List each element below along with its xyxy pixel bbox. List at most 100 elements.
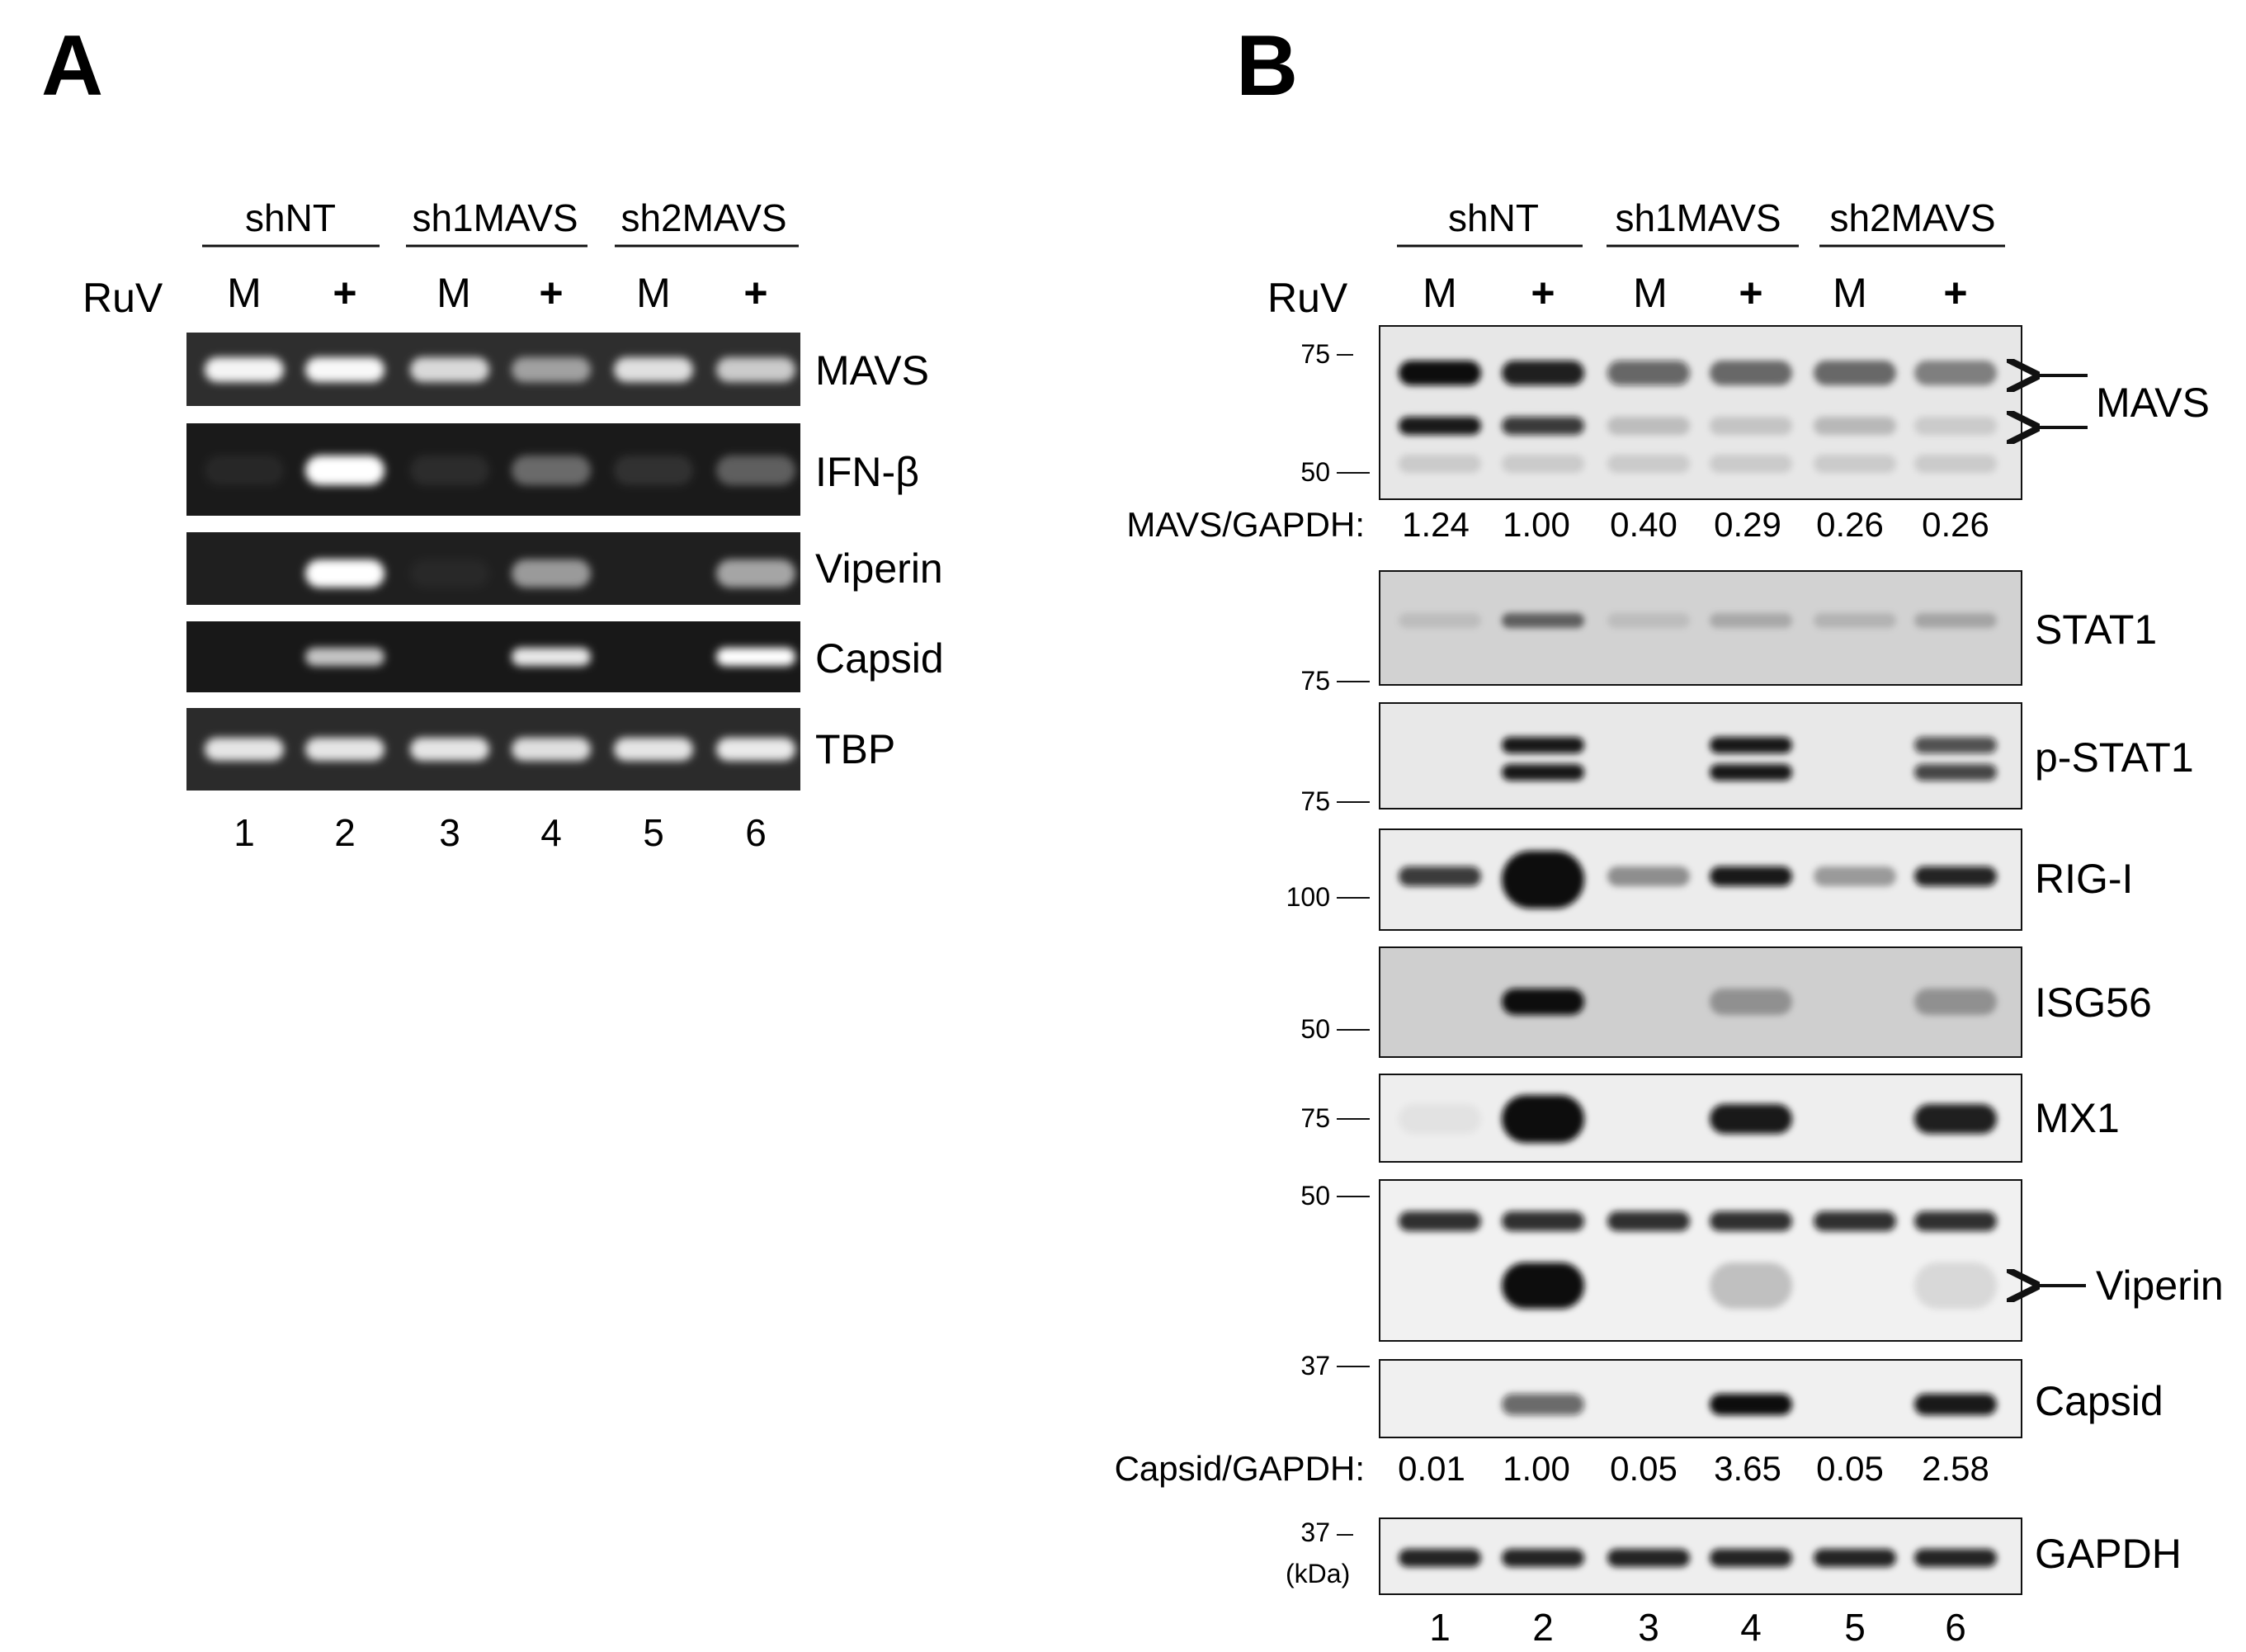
gel-background xyxy=(186,333,800,406)
blot-bands xyxy=(1399,1095,1997,1143)
blot-bands xyxy=(1399,851,1997,909)
blot-stat1: 75 STAT1 xyxy=(1300,570,2157,696)
mavs-quant-value: 0.29 xyxy=(1714,505,1781,544)
blot-band xyxy=(1914,1104,1997,1134)
blot-label-mavs: MAVS xyxy=(2096,380,2210,426)
gel-band xyxy=(305,648,385,666)
panel-a: A shNT sh1MAVS sh2MAVS RuV M + M + M + M… xyxy=(41,18,944,854)
lane-number: 5 xyxy=(643,811,664,854)
blot-band xyxy=(1502,737,1584,753)
lane-number: 6 xyxy=(1945,1606,1966,1649)
blot-band xyxy=(1914,764,1997,781)
blot-bands xyxy=(1399,1211,1997,1309)
capsid-quant-value: 2.58 xyxy=(1922,1449,1989,1488)
panel-a-letter: A xyxy=(41,18,103,114)
group-label-sh2mavs: sh2MAVS xyxy=(620,196,786,239)
gel-band xyxy=(716,455,795,485)
gel-label-tbp: TBP xyxy=(815,726,895,772)
blot-band xyxy=(1502,1549,1584,1567)
blot-band xyxy=(1914,417,1997,435)
capsid-quant-value: 0.01 xyxy=(1398,1449,1465,1488)
blot-band xyxy=(1607,613,1690,628)
mw-marker: 37 xyxy=(1300,1517,1330,1547)
blot-background xyxy=(1379,1179,2022,1342)
gel-band xyxy=(410,357,489,382)
mw-marker: 50 xyxy=(1300,1181,1330,1211)
gel-band xyxy=(716,648,795,666)
blot-capsid: 37 Capsid xyxy=(1300,1351,2163,1438)
gel-band xyxy=(305,559,385,588)
blot-band xyxy=(1399,1211,1481,1231)
capsid-quant-value: 0.05 xyxy=(1816,1449,1884,1488)
mw-marker: 50 xyxy=(1300,1014,1330,1044)
blot-label-capsid: Capsid xyxy=(2035,1378,2163,1424)
blot-band xyxy=(1607,361,1690,385)
blot-label-gapdh: GAPDH xyxy=(2035,1531,2182,1577)
treatment-label: RuV xyxy=(83,275,163,321)
blot-band xyxy=(1607,1549,1690,1567)
gel-background xyxy=(186,621,800,692)
blot-bands xyxy=(1399,613,1997,628)
blot-band xyxy=(1914,361,1997,385)
gel-band xyxy=(205,738,284,761)
blot-p-stat1: 75 p-STAT1 xyxy=(1300,702,2194,816)
lane-number: 4 xyxy=(540,811,562,854)
treatment-lane-3: M xyxy=(1633,270,1668,316)
mavs-quant-value: 1.00 xyxy=(1503,505,1570,544)
blot-label-p-stat1: p-STAT1 xyxy=(2035,734,2194,781)
blot-band xyxy=(1814,1211,1896,1231)
blot-mx1: 75 MX1 xyxy=(1300,1074,2120,1163)
blot-gapdh: 37 (kDa) GAPDH xyxy=(1286,1517,2182,1595)
blot-viperin: 50 Viperin xyxy=(1300,1179,2224,1342)
gel-ifn-beta: IFN-β xyxy=(186,423,919,516)
gel-band xyxy=(205,357,284,382)
capsid-quant-value: 3.65 xyxy=(1714,1449,1781,1488)
blot-band xyxy=(1710,1394,1792,1415)
gel-band xyxy=(716,357,795,382)
blot-band xyxy=(1710,455,1792,473)
blot-band xyxy=(1914,613,1997,628)
gel-band xyxy=(410,455,489,485)
mw-marker: 50 xyxy=(1300,457,1330,487)
blot-band xyxy=(1399,1104,1481,1134)
blot-background xyxy=(1379,702,2022,809)
gel-bands xyxy=(205,357,795,382)
blot-band xyxy=(1607,1211,1690,1231)
blot-band xyxy=(1710,764,1792,781)
mw-marker: 37 xyxy=(1300,1351,1330,1381)
blot-band xyxy=(1710,737,1792,753)
gel-mavs: MAVS xyxy=(186,333,929,406)
blot-band xyxy=(1710,1211,1792,1231)
blot-bands xyxy=(1399,361,1997,473)
gel-band xyxy=(512,455,591,485)
mavs-quant-value: 1.24 xyxy=(1402,505,1470,544)
blot-rig-i: 100 RIG-I xyxy=(1286,828,2133,931)
blot-band xyxy=(1399,455,1481,473)
treatment-label: RuV xyxy=(1267,275,1348,321)
gel-tbp: TBP xyxy=(186,708,895,791)
gel-background xyxy=(186,532,800,605)
blot-band xyxy=(1710,361,1792,385)
blot-band xyxy=(1502,989,1584,1015)
blot-band xyxy=(1914,1263,1997,1309)
treatment-lane-4: + xyxy=(1739,270,1762,316)
blot-label-rig-i: RIG-I xyxy=(2035,856,2133,902)
mavs-quant-value: 0.26 xyxy=(1816,505,1884,544)
blot-bands xyxy=(1502,737,1997,781)
blot-band xyxy=(1814,613,1896,628)
blot-band xyxy=(1710,989,1792,1015)
treatment-lane-6: + xyxy=(1943,270,1967,316)
panel-b: B shNT sh1MAVS sh2MAVS RuV M + M + M + 7… xyxy=(1115,18,2224,1649)
blot-background xyxy=(1379,1359,2022,1438)
blot-label-mx1: MX1 xyxy=(2035,1095,2120,1141)
blot-band xyxy=(1607,455,1690,473)
blot-band xyxy=(1607,866,1690,886)
mw-marker: 75 xyxy=(1300,666,1330,696)
capsid-quant-value: 0.05 xyxy=(1610,1449,1677,1488)
treatment-lane-5: M xyxy=(1833,270,1867,316)
gel-band xyxy=(205,455,284,485)
blot-isg56: 50 ISG56 xyxy=(1300,946,2152,1058)
blot-label-isg56: ISG56 xyxy=(2035,979,2152,1026)
mavs-quant-value: 0.40 xyxy=(1610,505,1677,544)
